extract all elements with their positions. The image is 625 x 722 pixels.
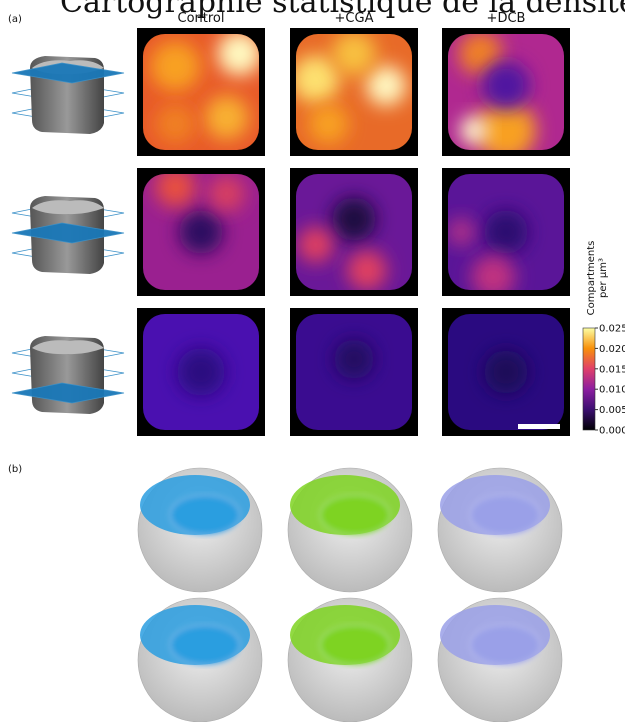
colorbar-tick-label: 0.015 <box>599 364 625 375</box>
colorbar-tick-label: 0.025 <box>599 324 625 335</box>
heatmap-blob <box>347 250 387 290</box>
cube-icon <box>12 196 124 274</box>
colorbar <box>583 328 595 430</box>
heatmap-fill <box>137 308 265 436</box>
organelle-detail <box>470 625 540 665</box>
colorbar-tick-label: 0.005 <box>599 405 625 416</box>
heatmap-fill <box>290 28 418 156</box>
heatmap-blob <box>205 96 249 140</box>
figure: Cartographie statistique de la densité c… <box>0 0 625 722</box>
heatmap-fill <box>442 308 570 436</box>
heatmap-blob <box>298 227 334 263</box>
organelle-detail <box>470 495 540 535</box>
heatmap <box>137 308 265 436</box>
plane <box>12 63 124 83</box>
heatmap-fill <box>442 168 570 299</box>
heatmap <box>137 167 265 296</box>
render <box>438 598 562 722</box>
heatmap-blob <box>332 197 376 241</box>
heatmap <box>442 308 570 436</box>
heatmap-blob <box>460 116 488 144</box>
renders-3d <box>138 468 562 722</box>
render <box>288 598 412 722</box>
heatmap-blob <box>150 41 200 91</box>
heatmap-blob <box>155 104 195 144</box>
organelle-detail <box>170 625 240 665</box>
colorbar-tick-label: 0.000 <box>599 426 625 437</box>
cube-icons <box>12 56 124 414</box>
figure-canvas: Cartographie statistique de la densité c… <box>0 0 625 722</box>
heatmap-blob <box>292 55 340 103</box>
heatmap-fill <box>290 308 418 436</box>
organelle-detail <box>320 495 390 535</box>
organelle-detail <box>170 495 240 535</box>
cube-icon <box>12 56 124 134</box>
heatmap <box>290 28 418 156</box>
colorbar-tick-label: 0.010 <box>599 385 625 396</box>
panel-label: (a) <box>8 14 22 25</box>
heatmap <box>137 28 265 156</box>
colorbar-label: per µm³ <box>598 258 609 298</box>
heatmap-blob <box>308 104 348 144</box>
heatmap-blob <box>209 176 245 212</box>
heatmap-fill <box>442 28 570 160</box>
panel-label: (b) <box>8 464 22 475</box>
plane <box>12 383 124 403</box>
organelle-detail <box>320 625 390 665</box>
heatmap-blob <box>484 350 528 394</box>
heatmap-blob <box>334 339 374 379</box>
heatmap-blob <box>179 210 223 254</box>
heatmap-fill <box>137 28 265 156</box>
render <box>138 468 262 592</box>
heatmap <box>442 28 570 160</box>
scale-bar <box>518 424 560 429</box>
heatmap-blob <box>482 62 530 110</box>
colorbar-tick-label: 0.020 <box>599 344 625 355</box>
colorbar-label: Compartments <box>586 241 597 316</box>
column-header: Control <box>178 11 225 26</box>
heatmap-blob <box>484 210 528 254</box>
column-header: +CGA <box>335 11 374 26</box>
heatmap-fill <box>290 168 418 296</box>
heatmap-fill <box>137 167 265 296</box>
render <box>288 468 412 592</box>
render <box>438 468 562 592</box>
column-header: +DCB <box>487 11 526 26</box>
heatmap-blob <box>447 218 475 246</box>
heatmap-blob <box>366 66 406 106</box>
cube-icon <box>12 336 124 414</box>
heatmap <box>290 168 418 296</box>
heatmap-blob <box>332 32 376 76</box>
heatmap <box>290 308 418 436</box>
heatmaps <box>137 28 570 436</box>
heatmap <box>442 168 570 299</box>
heatmap-blob <box>177 348 225 396</box>
plane <box>12 223 124 243</box>
render <box>138 598 262 722</box>
